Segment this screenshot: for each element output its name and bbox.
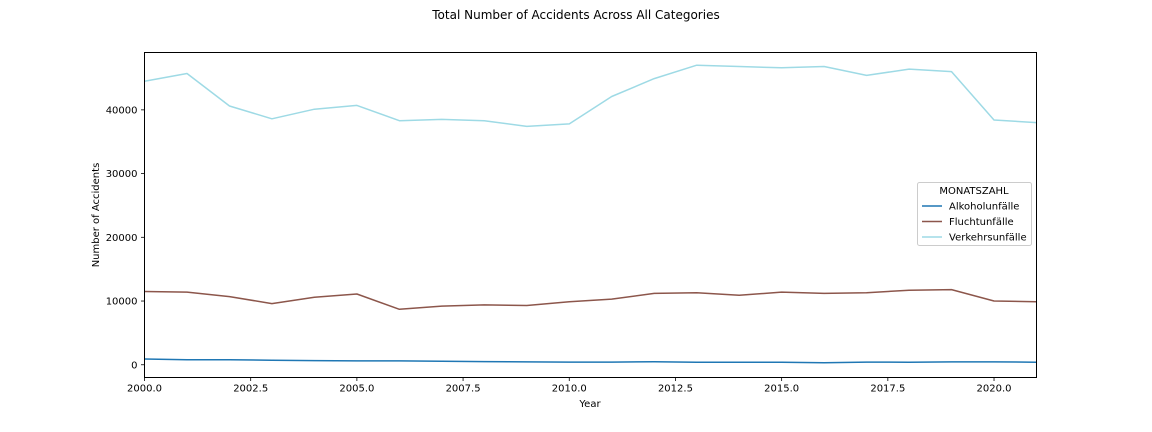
legend-label: Fluchtunfälle (949, 217, 1014, 228)
x-tick-label: 2010.0 (552, 384, 587, 395)
series-line-2 (144, 64, 1037, 128)
legend-items: Alkoholunfälle Fluchtunfälle Verkehrsunfäl… (922, 202, 1027, 244)
x-tick-label: 2017.5 (870, 384, 905, 395)
x-tick-label: 2020.0 (977, 384, 1012, 395)
legend-label: Verkehrsunfälle (949, 233, 1027, 244)
series-line-1 (144, 288, 1037, 311)
x-tick-label: 2005.0 (339, 384, 374, 395)
x-tick-label: 2007.5 (446, 384, 481, 395)
chart-title: Total Number of Accidents Across All Cat… (431, 8, 719, 22)
x-tick-label: 2015.0 (764, 384, 799, 395)
x-tick-label: 2000.0 (127, 384, 162, 395)
legend-title: MONATSZAHL (939, 186, 1009, 197)
y-tick-label: 10000 (106, 297, 138, 308)
x-axis: 2000.0 2002.5 2005.0 2007.5 2010.0 2012.5 2015… (127, 377, 1012, 395)
y-tick-label: 20000 (106, 233, 138, 244)
series-layer (144, 64, 1037, 364)
x-tick-label: 2012.5 (658, 384, 693, 395)
y-tick-label: 40000 (106, 105, 138, 116)
legend-label: Alkoholunfälle (949, 202, 1019, 213)
y-axis: 0 10000 20000 30000 40000 (106, 105, 145, 371)
legend: MONATSZAHL Alkoholunfälle Fluchtunfälle Ve… (917, 182, 1032, 246)
series-line-0 (144, 358, 1037, 364)
plot-area-frame (144, 52, 1037, 378)
y-tick-label: 0 (131, 360, 137, 371)
legend-box (917, 182, 1032, 246)
x-axis-label: Year (578, 399, 601, 410)
y-tick-label: 30000 (106, 169, 138, 180)
x-tick-label: 2002.5 (233, 384, 268, 395)
y-axis-label: Number of Accidents (91, 163, 102, 268)
